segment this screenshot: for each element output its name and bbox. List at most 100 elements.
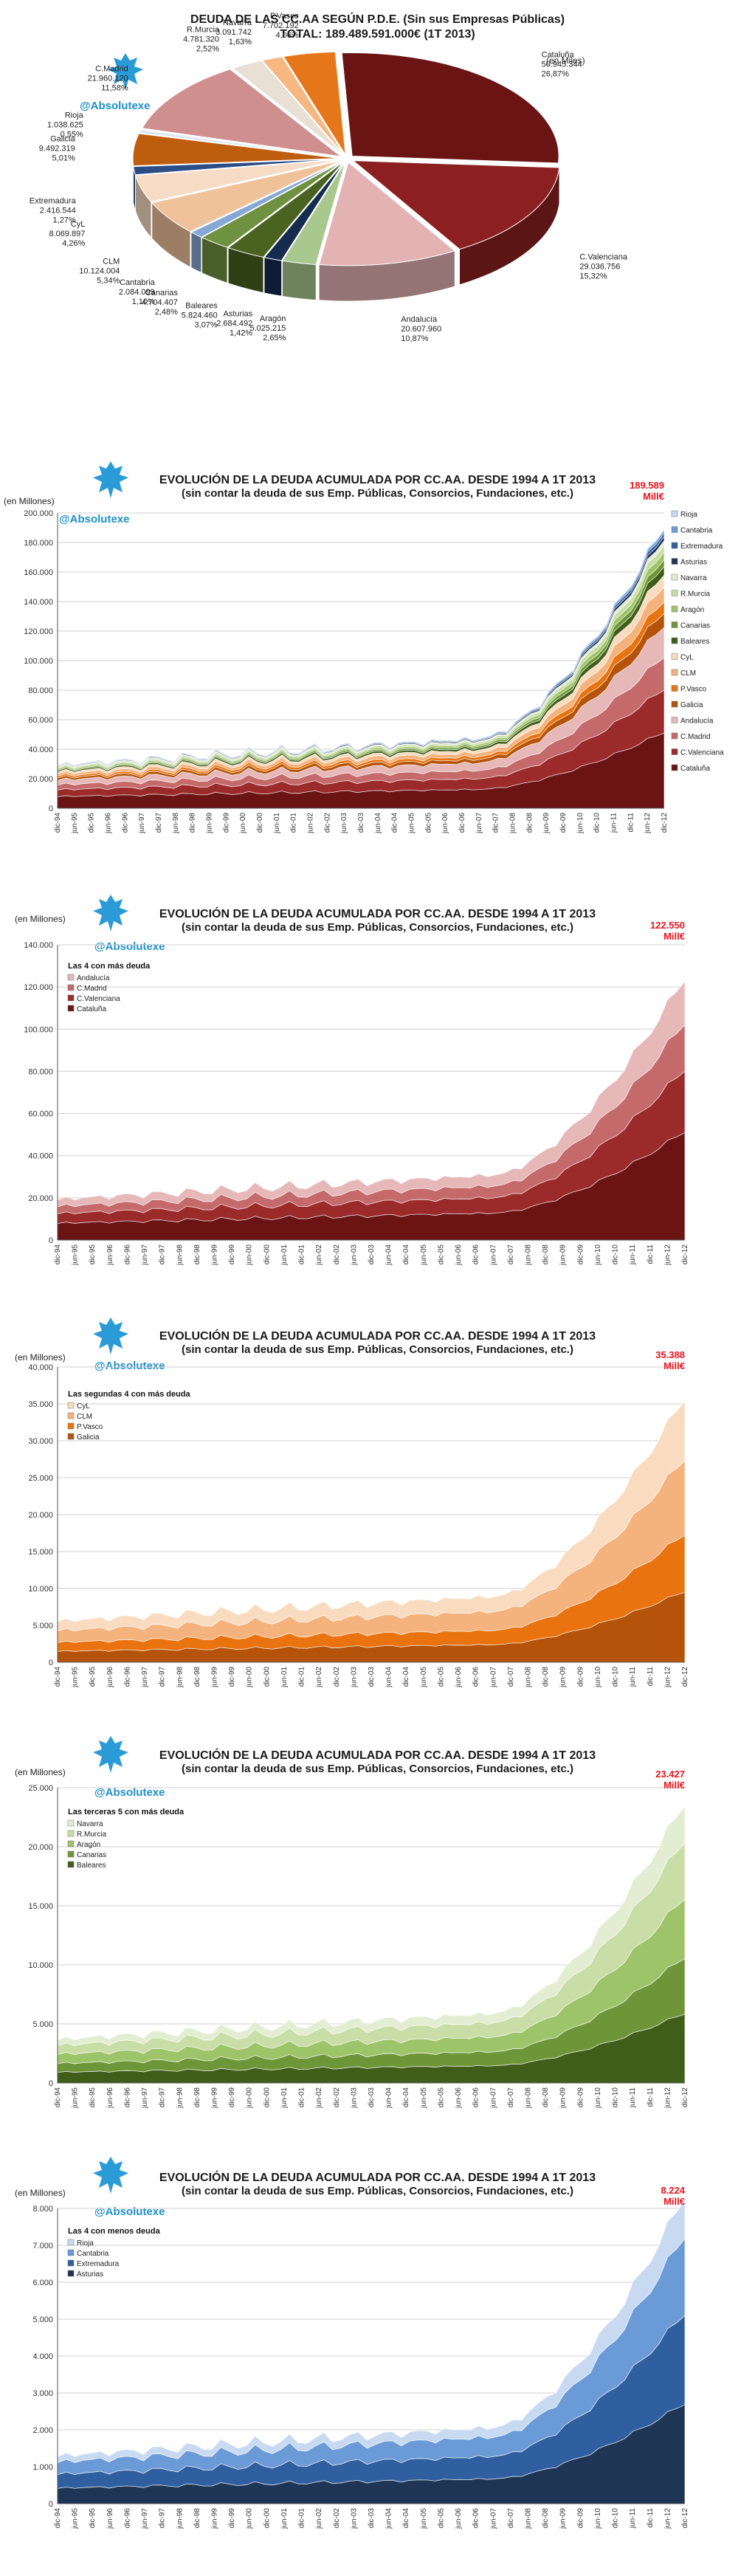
x-tick-label: jun-06 bbox=[455, 1244, 463, 1266]
x-tick-label: dic-09 bbox=[576, 1244, 585, 1265]
x-tick-label: dic-09 bbox=[576, 2508, 585, 2529]
total-value-label: 8.224 bbox=[661, 2185, 685, 2196]
x-tick-label: dic-97 bbox=[159, 2087, 167, 2108]
x-tick-label: dic-98 bbox=[193, 1244, 201, 1265]
x-tick-label: dic-94 bbox=[54, 2087, 62, 2108]
area-series-navarra bbox=[57, 1805, 686, 2047]
x-tick-label: dic-12 bbox=[681, 2508, 689, 2529]
x-tick-label: dic-02 bbox=[333, 1244, 341, 1265]
area2-title-line1: EVOLUCIÓN DE LA DEUDA ACUMULADA POR CC.A… bbox=[159, 908, 596, 920]
x-tick-label: jun-97 bbox=[141, 2508, 149, 2529]
y-tick-label: 5.000 bbox=[32, 2315, 53, 2324]
x-tick-label: dic-96 bbox=[121, 813, 129, 833]
legend-label-asturias: Asturias bbox=[680, 559, 707, 567]
pie-label-text: 15,32% bbox=[579, 272, 607, 280]
legend-swatch-navarra bbox=[67, 1819, 75, 1827]
pie-slice-extremadura bbox=[133, 159, 340, 176]
pie-label-text: 8.069.897 bbox=[49, 230, 85, 238]
pie-label-text: Baleares bbox=[185, 302, 218, 311]
x-tick-label: jun-00 bbox=[239, 813, 247, 834]
pie-label-text: 2.416.544 bbox=[40, 207, 76, 216]
legend-title: Las terceras 5 con más deuda bbox=[68, 1808, 185, 1816]
y-tick-label: 1.000 bbox=[32, 2463, 53, 2472]
x-tick-label: jun-09 bbox=[559, 2087, 568, 2109]
pie-label-text: 2.684.492 bbox=[216, 319, 252, 328]
pie-label-text: C.Valenciana bbox=[579, 252, 627, 261]
area-panel-5: EVOLUCIÓN DE LA DEUDA ACUMULADA POR CC.A… bbox=[0, 2155, 755, 2576]
legend-swatch-cyl bbox=[671, 653, 678, 660]
x-tick-label: jun-12 bbox=[663, 2508, 672, 2529]
x-tick-label: dic-94 bbox=[54, 2508, 62, 2529]
area2-title-line2: (sin contar la deuda de sus Emp. Pública… bbox=[182, 921, 573, 934]
x-tick-label: jun-08 bbox=[525, 2508, 533, 2529]
x-tick-label: jun-12 bbox=[644, 813, 652, 834]
x-tick-label: dic-95 bbox=[89, 2508, 97, 2529]
pie-label-text: 5.824.460 bbox=[182, 311, 218, 320]
x-tick-label: jun-96 bbox=[106, 2087, 114, 2109]
x-tick-label: dic-02 bbox=[323, 813, 331, 833]
pie-label-text: Galicia bbox=[50, 134, 76, 143]
pie-label-text: 4,06% bbox=[275, 31, 298, 40]
y-tick-label: 3.000 bbox=[32, 2389, 53, 2398]
x-tick-label: jun-03 bbox=[350, 1667, 358, 1688]
pie-label-text: 21.960.120 bbox=[88, 75, 128, 83]
area-series-cyl bbox=[57, 1399, 686, 1632]
x-tick-label: jun-01 bbox=[280, 1244, 289, 1266]
legend-label-extremadura: Extremadura bbox=[680, 543, 723, 551]
x-tick-label: dic-95 bbox=[89, 1244, 97, 1265]
legend-label-c-valenciana: C.Valenciana bbox=[77, 995, 120, 1003]
total-unit-label: Mill€ bbox=[663, 2196, 685, 2207]
pie-slice-navarra bbox=[261, 56, 345, 156]
legend-label-cantabria: Cantabria bbox=[77, 2250, 109, 2258]
legend-swatch-galicia bbox=[67, 1433, 75, 1440]
y-tick-label: 40.000 bbox=[28, 1363, 53, 1372]
pie-label-text: 2.084.099 bbox=[119, 288, 155, 297]
legend-swatch-clm bbox=[67, 1412, 75, 1419]
pie-slice-p-vasco bbox=[283, 51, 346, 156]
pie-slice-canarias bbox=[201, 161, 343, 248]
x-tick-label: jun-98 bbox=[176, 2087, 184, 2109]
x-tick-label: dic-96 bbox=[123, 2087, 131, 2108]
logo-icon bbox=[93, 2157, 128, 2194]
pie-units: (en Miles) bbox=[546, 55, 585, 66]
y-tick-label: 20.000 bbox=[28, 775, 53, 784]
x-tick-label: jun-95 bbox=[72, 2087, 80, 2109]
legend-label-canarias: Canarias bbox=[77, 1851, 106, 1859]
legend-label-cantabria: Cantabria bbox=[680, 527, 713, 535]
x-tick-label: jun-00 bbox=[246, 1667, 254, 1688]
y-tick-label: 60.000 bbox=[28, 716, 53, 725]
y-tick-label: 200.000 bbox=[24, 509, 53, 518]
legend-label-rioja: Rioja bbox=[680, 511, 697, 519]
y-tick-label: 80.000 bbox=[28, 686, 53, 695]
area-chart-1: 0 20.000 40.000 60.000 80.000 100.000 120.000 1… bbox=[24, 461, 724, 834]
pie-label-text: 5.025.215 bbox=[249, 324, 286, 333]
x-tick-label: jun-97 bbox=[141, 1244, 149, 1266]
x-tick-label: dic-99 bbox=[228, 2087, 236, 2108]
legend-swatch-c-valenciana bbox=[671, 748, 678, 755]
x-tick-label: jun-97 bbox=[141, 2087, 149, 2109]
x-tick-label: jun-01 bbox=[273, 813, 281, 834]
x-tick-label: jun-99 bbox=[211, 2087, 219, 2109]
pie-label-text: 4,26% bbox=[62, 239, 85, 248]
x-tick-label: jun-96 bbox=[106, 1244, 114, 1266]
x-tick-label: jun-06 bbox=[441, 813, 449, 834]
x-tick-label: dic-12 bbox=[681, 2087, 689, 2108]
x-tick-label: dic-09 bbox=[576, 1667, 585, 1687]
x-tick-label: jun-95 bbox=[72, 1244, 80, 1266]
pie-label-text: P.Vasco bbox=[270, 12, 299, 21]
x-tick-label: jun-01 bbox=[280, 1667, 289, 1688]
x-tick-label: dic-05 bbox=[437, 2508, 445, 2529]
legend-label-cyl: CyL bbox=[77, 1402, 90, 1411]
pie-slice-baleares bbox=[227, 162, 344, 258]
pie-label-text: Rioja bbox=[65, 111, 84, 120]
y-tick-label: 7.000 bbox=[32, 2242, 53, 2250]
legend-swatch-navarra bbox=[671, 574, 678, 581]
pie-slice-galicia bbox=[132, 133, 340, 167]
x-tick-label: dic-03 bbox=[368, 1244, 376, 1265]
x-tick-label: dic-08 bbox=[542, 2087, 550, 2108]
legend-swatch-andalucia bbox=[671, 717, 678, 723]
x-tick-label: jun-02 bbox=[315, 2508, 323, 2529]
